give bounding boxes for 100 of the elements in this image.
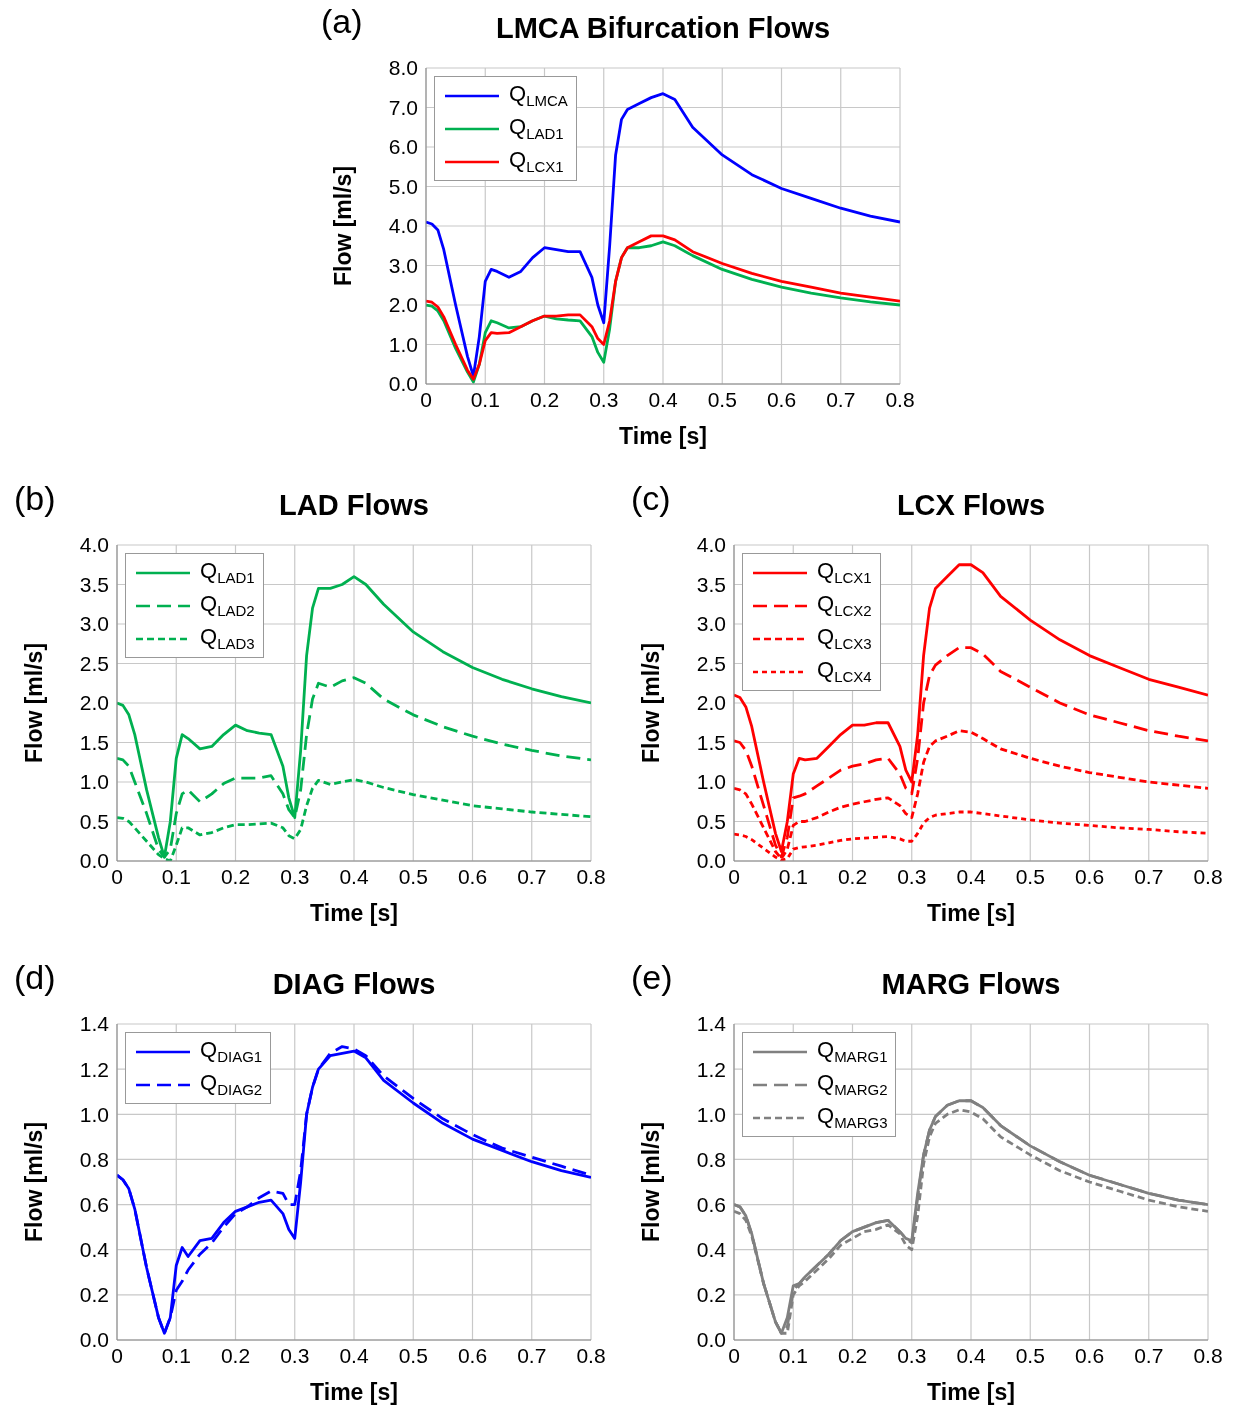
legend-label: Q$_{LAD1}$ (509, 114, 564, 143)
y-tick-label: 1.0 (79, 1102, 109, 1126)
x-tick-label: 0.5 (1015, 1343, 1045, 1367)
y-axis-title: Flow [ml/s] (21, 642, 48, 764)
x-tick-label: 0.6 (457, 1343, 488, 1367)
y-tick-label: 2.0 (79, 691, 109, 715)
legend-label: Q$_{DIAG1}$ (200, 1037, 263, 1066)
text: (a) (321, 2, 363, 41)
x-axis-title: Time [s] (619, 423, 707, 449)
y-tick-label: 6.0 (388, 135, 418, 159)
x-tick-label: 0.7 (1134, 1343, 1164, 1367)
x-tick-label: 0.8 (1193, 864, 1223, 888)
x-tick-label: 0.3 (280, 864, 310, 888)
y-tick-label: 1.5 (696, 730, 726, 754)
y-tick-label: 8.0 (388, 56, 418, 80)
y-tick-label: 1.0 (388, 332, 418, 356)
x-tick-label: 0.4 (339, 864, 369, 888)
x-tick-label: 0.5 (1015, 864, 1045, 888)
y-axis-title: Flow [ml/s] (638, 1121, 665, 1243)
y-tick-label: 3.0 (388, 253, 418, 277)
x-tick-label: 0.7 (826, 387, 856, 411)
y-tick-label: 4.0 (388, 214, 418, 238)
y-tick-label: 0.5 (696, 809, 726, 833)
x-tick-label: 0.2 (220, 864, 251, 888)
x-axis-title: Time [s] (927, 1379, 1015, 1405)
y-tick-label: 3.5 (696, 572, 726, 596)
x-tick-label: 0.3 (897, 1343, 927, 1367)
y-tick-label: 0.0 (388, 372, 418, 396)
x-tick-label: 0.4 (956, 1343, 986, 1367)
chart-title: MARG Flows (880, 968, 1062, 1001)
y-tick-label: 0.8 (79, 1147, 109, 1171)
text: (d) (14, 958, 56, 997)
y-tick-label: 7.0 (388, 95, 418, 119)
y-tick-label: 0.4 (696, 1238, 727, 1262)
legend-label: Q$_{MARG1}$ (817, 1037, 888, 1066)
x-tick-label: 0.7 (517, 864, 547, 888)
y-tick-label: 3.5 (79, 572, 109, 596)
x-tick-label: 0.7 (1134, 864, 1164, 888)
x-tick-label: 0.6 (766, 387, 797, 411)
x-tick-label: 0.7 (517, 1343, 547, 1367)
x-tick-label: 0.8 (576, 1343, 606, 1367)
legend-label: Q$_{DIAG2}$ (200, 1070, 263, 1099)
y-tick-label: 1.0 (696, 1102, 726, 1126)
x-tick-label: 0 (728, 864, 740, 888)
x-tick-label: 0.3 (280, 1343, 310, 1367)
y-tick-label: 0.6 (79, 1193, 109, 1217)
y-tick-label: 0.8 (696, 1147, 726, 1171)
legend-label: Q$_{MARG3}$ (817, 1103, 888, 1132)
x-tick-label: 0.8 (885, 387, 915, 411)
legend-label: Q$_{LAD2}$ (200, 591, 255, 620)
y-tick-label: 1.0 (696, 770, 726, 794)
y-tick-label: 1.5 (79, 730, 109, 754)
x-tick-label: 0.1 (161, 864, 191, 888)
x-axis-title: Time [s] (927, 900, 1015, 926)
legend-label: Q$_{LCX2}$ (817, 591, 872, 620)
y-tick-label: 1.4 (696, 1012, 727, 1036)
legend-label: Q$_{LAD1}$ (200, 558, 255, 587)
legend-label: Q$_{LAD3}$ (200, 624, 255, 653)
legend-label: Q$_{LCX3}$ (817, 624, 872, 653)
x-tick-label: 0.2 (837, 864, 868, 888)
x-tick-label: 0.2 (529, 387, 560, 411)
x-tick-label: 0.1 (778, 864, 808, 888)
text: (b) (14, 479, 56, 518)
x-tick-label: 0.1 (161, 1343, 191, 1367)
x-axis-title: Time [s] (310, 1379, 398, 1405)
y-tick-label: 0.0 (79, 849, 109, 873)
x-tick-label: 0 (111, 1343, 123, 1367)
y-tick-label: 1.0 (79, 770, 109, 794)
text: (e) (631, 958, 673, 997)
legend-label: Q$_{LCX1}$ (817, 558, 872, 587)
x-tick-label: 0.6 (457, 864, 488, 888)
legend-label: Q$_{MARG2}$ (817, 1070, 888, 1099)
y-axis-title: Flow [ml/s] (330, 165, 357, 287)
y-tick-label: 3.0 (696, 612, 726, 636)
legend-label: Q$_{LMCA}$ (509, 81, 568, 110)
y-tick-label: 0.0 (696, 849, 726, 873)
legend-label: Q$_{LCX4}$ (817, 657, 872, 686)
y-tick-label: 1.2 (696, 1057, 726, 1081)
y-tick-label: 4.0 (79, 533, 109, 557)
y-axis-title: Flow [ml/s] (21, 1121, 48, 1243)
x-tick-label: 0.3 (897, 864, 927, 888)
y-tick-label: 4.0 (696, 533, 726, 557)
x-tick-label: 0.4 (648, 387, 678, 411)
chart-title: DIAG Flows (271, 968, 437, 1001)
y-tick-label: 1.2 (79, 1057, 109, 1081)
chart-title: LAD Flows (278, 489, 430, 522)
legend-label: Q$_{LCX1}$ (509, 147, 564, 176)
x-tick-label: 0.4 (339, 1343, 369, 1367)
y-tick-label: 0.2 (79, 1283, 109, 1307)
y-tick-label: 5.0 (388, 174, 418, 198)
x-tick-label: 0 (111, 864, 123, 888)
y-tick-label: 2.5 (79, 651, 109, 675)
x-tick-label: 0.3 (589, 387, 619, 411)
text: (c) (631, 479, 671, 518)
y-tick-label: 0.5 (79, 809, 109, 833)
y-tick-label: 2.0 (388, 293, 418, 317)
x-tick-label: 0 (728, 1343, 740, 1367)
y-tick-label: 0.0 (79, 1328, 109, 1352)
y-tick-label: 0.0 (696, 1328, 726, 1352)
y-axis-title: Flow [ml/s] (638, 642, 665, 764)
